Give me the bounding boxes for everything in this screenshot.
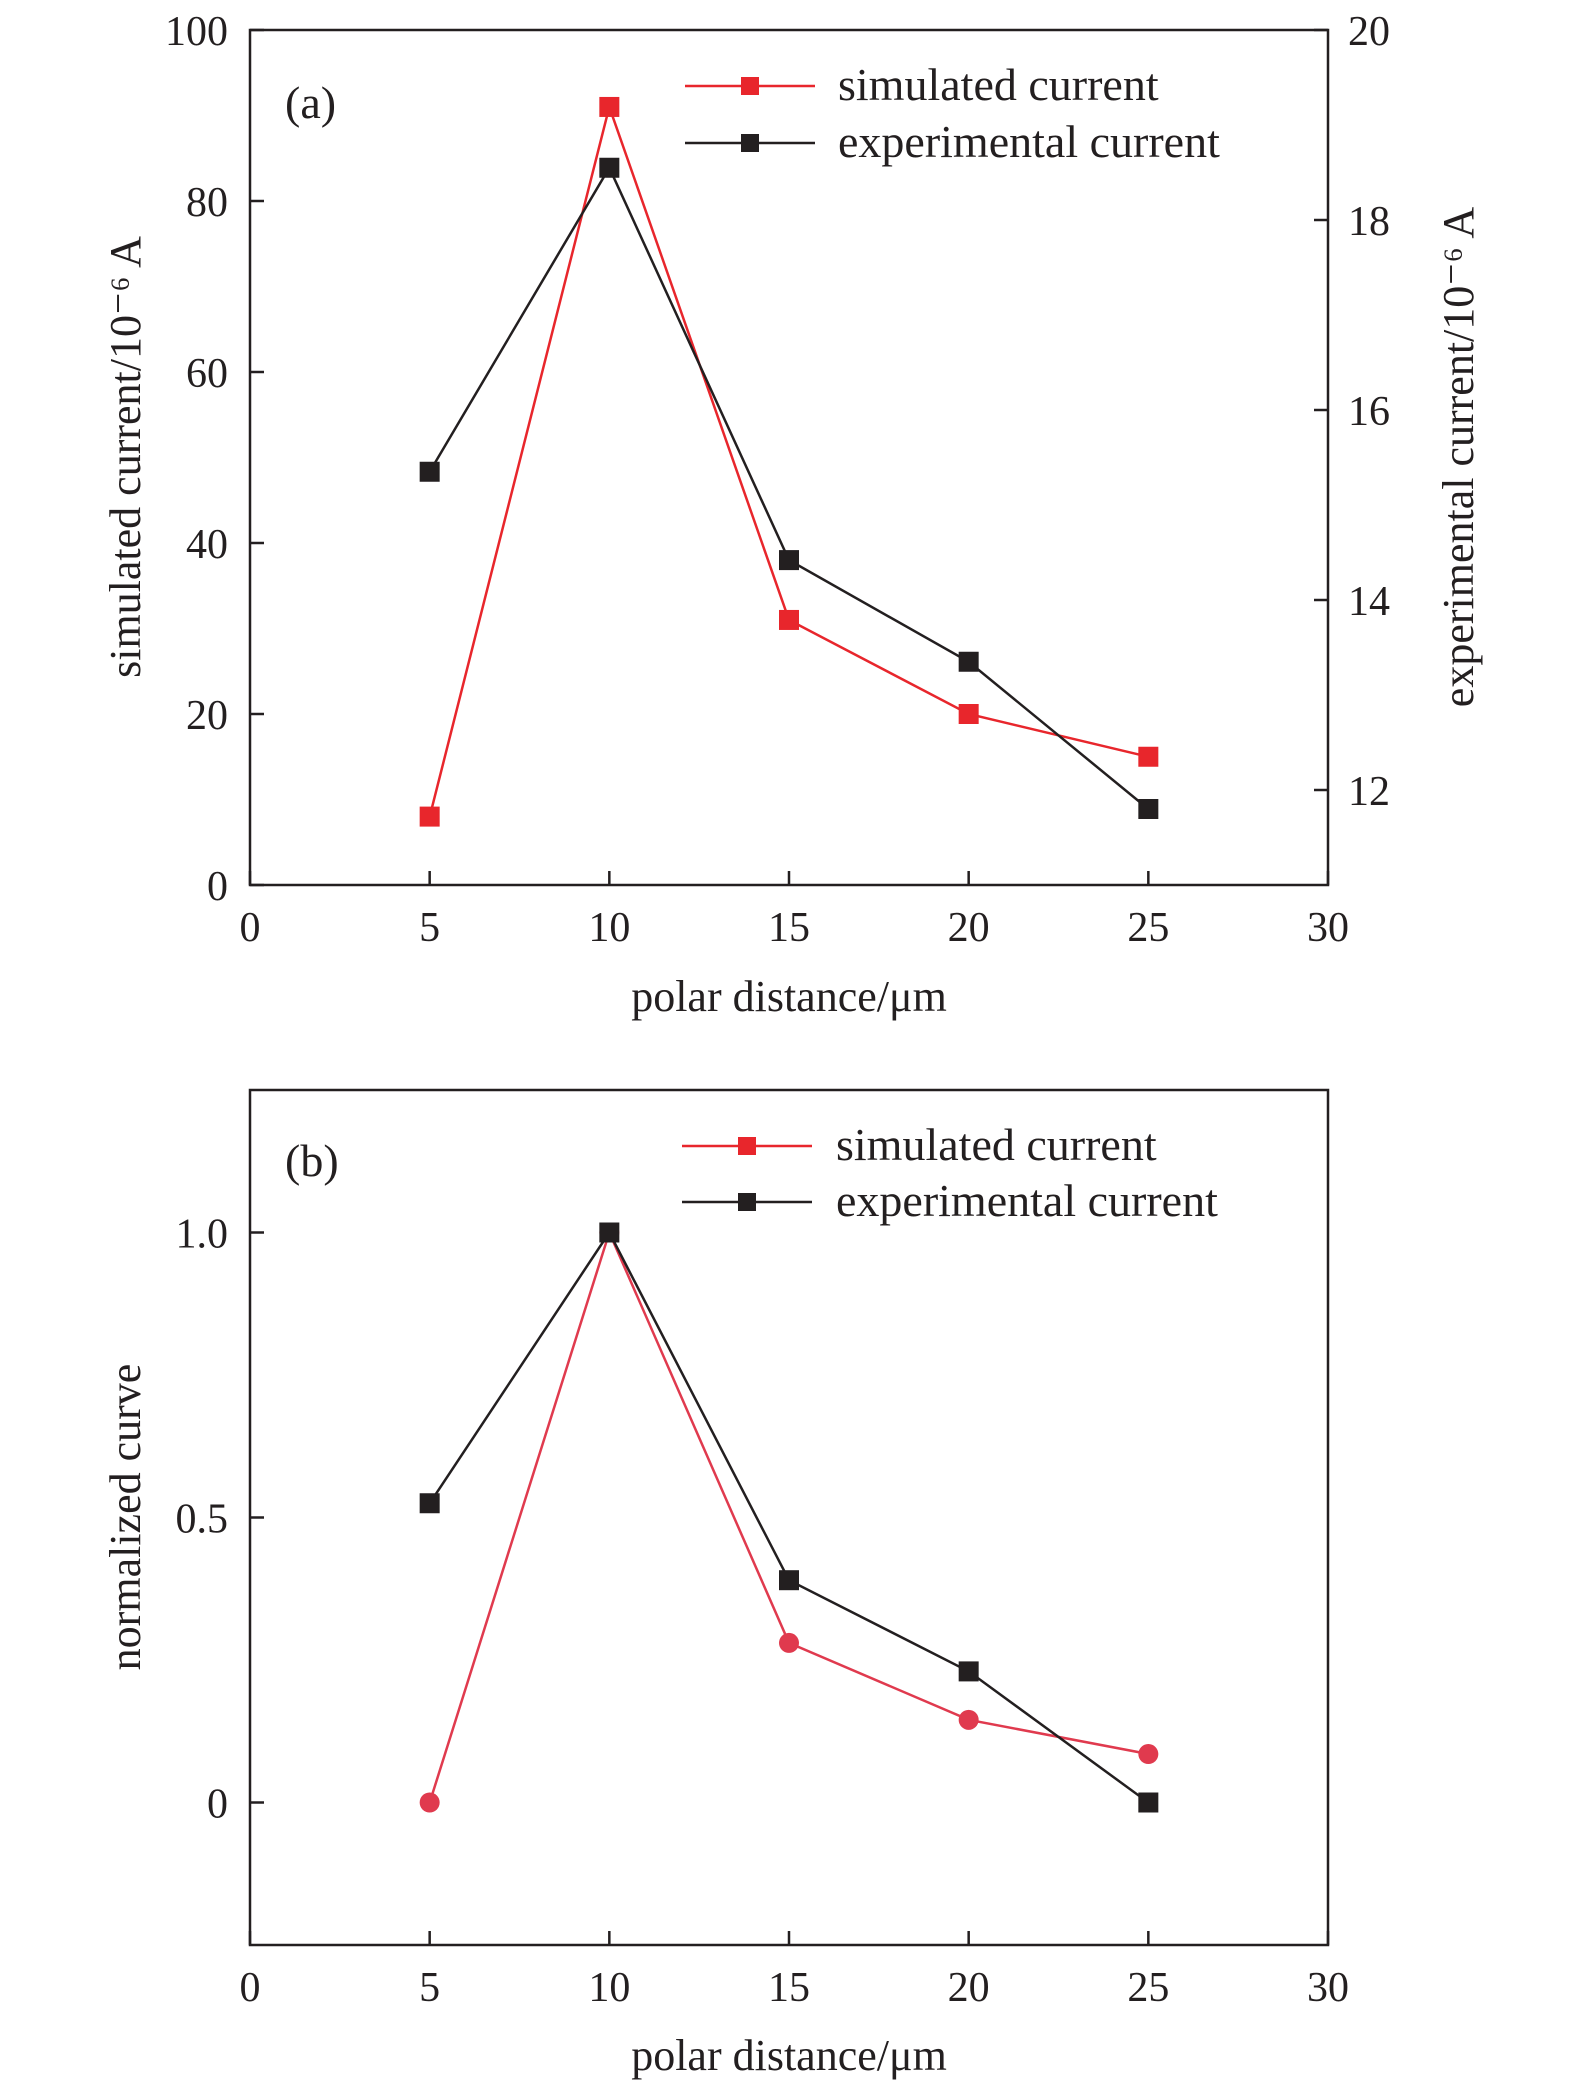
panel-a-y2-axis-label: experimental current/10⁻⁶ A [1434,207,1483,708]
panel-a-chart: 0 5 10 15 20 25 30 0 20 40 60 80 100 12 14 16 18 20 (a) p… [101,9,1483,1021]
panel-b-simulated-point [779,1632,799,1653]
panel-a-legend-simulated-label: simulated current [838,59,1159,110]
panel-a-label: (a) [285,77,336,128]
panel-a-y-tick-label: 0 [207,864,228,910]
panel-a-experimental-point [779,550,799,571]
panel-a-experimental-line [428,165,1150,810]
panel-b-experimental-point [958,1661,979,1682]
panel-b-simulated-point [419,1792,440,1813]
panel-b-legend-experimental-marker [738,1193,756,1211]
panel-b-x-tick-label: 30 [1307,1965,1349,2011]
panel-b-legend-experimental-label: experimental current [836,1175,1218,1226]
panel-a-x-tick-label: 10 [588,905,630,951]
panel-a-y2-tick-label: 14 [1348,579,1390,625]
panel-b-legend: simulated current experimental current [682,1119,1218,1226]
panel-a-experimental-point [419,461,440,482]
panel-b-label: (b) [285,1135,339,1186]
panel-b-x-tick-label: 15 [768,1965,810,2011]
panel-a-experimental-point [958,651,979,672]
panel-a-y-tick-label: 60 [186,351,228,397]
panel-a-legend-simulated-marker [741,77,759,95]
panel-a-simulated-line [428,102,1149,817]
panel-b-experimental-point [599,1222,620,1243]
panel-a-simulated-point [419,806,440,827]
panel-b-legend-simulated-label: simulated current [836,1119,1157,1170]
panel-b-x-tick-label: 5 [419,1965,440,2011]
panel-b-legend-simulated-marker [738,1137,756,1155]
panel-a-y2-tick-label: 18 [1348,199,1390,245]
panel-a-simulated-point [958,704,979,724]
panel-a-x-tick-label: 5 [419,905,440,951]
panel-a-x-tick-label: 30 [1307,905,1349,951]
panel-b-y-tick-label: 0 [207,1782,228,1828]
panel-b-experimental-point [1138,1792,1159,1813]
panel-a-y-tick-label: 20 [186,693,228,739]
panel-b-simulated-point [958,1709,979,1730]
panel-b-experimental-point [419,1493,440,1514]
panel-b-y-tick-label: 1.0 [176,1212,229,1258]
panel-a-y-tick-label: 100 [165,9,228,55]
panel-a-x-axis-label: polar distance/μm [631,972,947,1021]
panel-b-chart: 0 5 10 15 20 25 30 0 0.5 1.0 (b) polar distance/μ… [101,1088,1350,2080]
panel-b-x-tick-label: 20 [948,1965,990,2011]
panel-b-simulated-line [428,1228,1149,1803]
panel-a-simulated-point [1138,746,1159,767]
panel-a-y-tick-label: 40 [186,522,228,568]
panel-a-y2-tick-label: 16 [1348,389,1390,435]
panel-b-experimental-point [779,1570,799,1591]
panel-a-x-tick-label: 20 [948,905,990,951]
panel-a-y-axis-label: simulated current/10⁻⁶ A [101,236,150,678]
panel-a-legend: simulated current experimental current [685,59,1220,167]
panel-a-ticks: 0 5 10 15 20 25 30 0 20 40 60 80 100 12 14 16 18 20 [165,9,1390,951]
panel-a-experimental-point [599,157,620,178]
panel-b-x-tick-label: 0 [240,1965,261,2011]
panel-a-legend-experimental-label: experimental current [838,116,1220,167]
panel-b-ticks: 0 5 10 15 20 25 30 0 0.5 1.0 [176,1212,1350,2012]
panel-b-simulated-point [1138,1744,1159,1765]
panel-a-x-tick-label: 0 [240,905,261,951]
panel-b-experimental-line [428,1230,1150,1804]
panel-a-simulated-point [599,96,620,117]
panel-a-experimental-point [1138,799,1159,819]
panel-a-marks [419,96,1159,827]
panel-a-legend-experimental-marker [741,134,759,152]
panel-b-y-axis-label: normalized curve [101,1364,150,1671]
panel-a-y2-tick-label: 12 [1348,769,1390,815]
panel-a-x-tick-label: 25 [1127,905,1169,951]
panel-b-y-tick-label: 0.5 [176,1497,229,1543]
panel-b-marks [419,1222,1159,1813]
panel-a-y-tick-label: 80 [186,180,228,226]
panel-b-x-axis-label: polar distance/μm [631,2031,947,2080]
panel-b-x-tick-label: 25 [1127,1965,1169,2011]
panel-a-x-tick-label: 15 [768,905,810,951]
panel-a-simulated-point [779,609,799,630]
panel-a-y2-tick-label: 20 [1348,9,1390,55]
panel-b-x-tick-label: 10 [588,1965,630,2011]
